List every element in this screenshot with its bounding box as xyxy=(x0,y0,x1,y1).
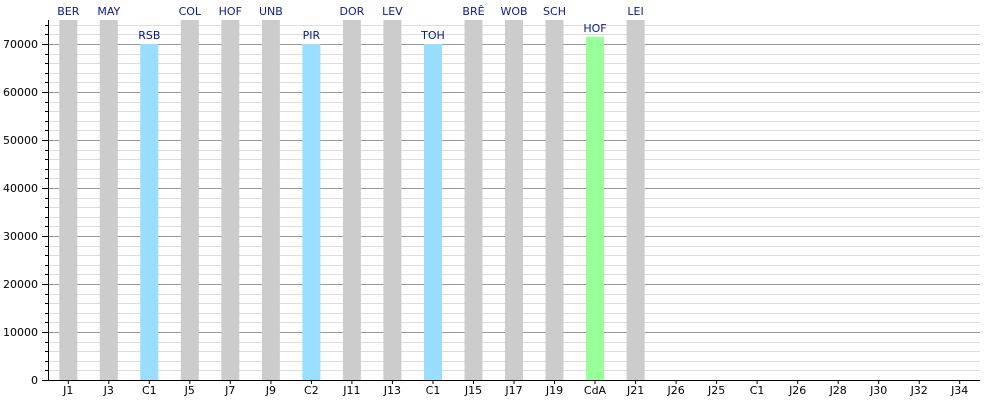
bar-label: HOF xyxy=(219,5,242,18)
bar-label: UNB xyxy=(259,5,283,18)
x-tick-label: J9 xyxy=(265,384,276,397)
bar-c1 xyxy=(424,44,442,380)
bar-j3 xyxy=(99,20,118,380)
x-tick-label: J28 xyxy=(829,384,847,397)
x-tick-label: J26 xyxy=(666,384,684,397)
x-tick-label: J1 xyxy=(62,384,73,397)
x-tick-label: J5 xyxy=(184,384,195,397)
bar-j17 xyxy=(505,20,523,380)
x-tick-label: J25 xyxy=(707,384,725,397)
x-tick-label: J34 xyxy=(950,384,968,397)
bar-cda xyxy=(586,36,604,381)
y-tick-label: 60000 xyxy=(3,86,38,99)
bar-label: SCH xyxy=(543,5,566,18)
x-tick-label: J13 xyxy=(383,384,401,397)
y-tick-label: 0 xyxy=(31,374,38,387)
bar-label: MAY xyxy=(97,5,120,18)
x-tick-labels: J1 J3 C1 J5 J7 J9 C2 J11 J13 C1 J15 J17 J19 CdA J21 J26… xyxy=(62,380,968,397)
bar-j11 xyxy=(342,20,361,380)
bar-j15 xyxy=(464,20,483,380)
x-tick-label: J21 xyxy=(626,384,644,397)
bar-label: COL xyxy=(179,5,202,18)
bar-label: DOR xyxy=(340,5,365,18)
x-tick-label: J17 xyxy=(504,384,522,397)
x-tick-label: J30 xyxy=(869,384,887,397)
bar-label: TOH xyxy=(420,29,445,42)
x-tick-label: C2 xyxy=(304,384,319,397)
y-tick-label: 40000 xyxy=(3,182,38,195)
x-tick-label: C1 xyxy=(426,384,441,397)
x-tick-label: J19 xyxy=(545,384,563,397)
bar-c1 xyxy=(140,44,159,380)
bar-labels: BER MAY RSB COL HOF UNB PIR DOR LEV TOH BRÊ WOB SCH H… xyxy=(57,5,644,42)
y-tick-label: 30000 xyxy=(3,230,38,243)
y-tick-labels: 0 10000 20000 30000 40000 50000 60000 70000 xyxy=(3,38,48,387)
x-tick-label: J11 xyxy=(342,384,360,397)
y-tick-label: 20000 xyxy=(3,278,38,291)
bar-label: HOF xyxy=(583,22,606,35)
bar-j7 xyxy=(221,20,240,380)
bar-label: PIR xyxy=(303,29,321,42)
x-tick-label: J3 xyxy=(103,384,114,397)
y-tick-label: 50000 xyxy=(3,134,38,147)
bar-j19 xyxy=(545,20,564,380)
y-minor-ticks xyxy=(45,25,48,381)
bar-j5 xyxy=(180,20,199,380)
bar-j9 xyxy=(261,20,280,380)
bar-label: BRÊ xyxy=(462,5,484,18)
bar-j13 xyxy=(383,20,402,380)
bar-c2 xyxy=(302,44,321,380)
bar-label: LEI xyxy=(627,5,643,18)
x-tick-label: J26 xyxy=(788,384,806,397)
bar-label: LEV xyxy=(382,5,403,18)
bars xyxy=(59,20,645,381)
y-tick-label: 10000 xyxy=(3,326,38,339)
x-tick-label: J7 xyxy=(224,384,235,397)
bar-label: WOB xyxy=(500,5,527,18)
bar-j21 xyxy=(626,20,645,380)
x-tick-label: C1 xyxy=(750,384,765,397)
y-tick-label: 70000 xyxy=(3,38,38,51)
bar-label: RSB xyxy=(138,29,160,42)
bar-j1 xyxy=(59,20,78,380)
bar-label: BER xyxy=(57,5,79,18)
x-tick-label: CdA xyxy=(584,384,607,397)
x-tick-label: J32 xyxy=(910,384,928,397)
x-tick-label: C1 xyxy=(142,384,157,397)
x-tick-label: J15 xyxy=(464,384,482,397)
